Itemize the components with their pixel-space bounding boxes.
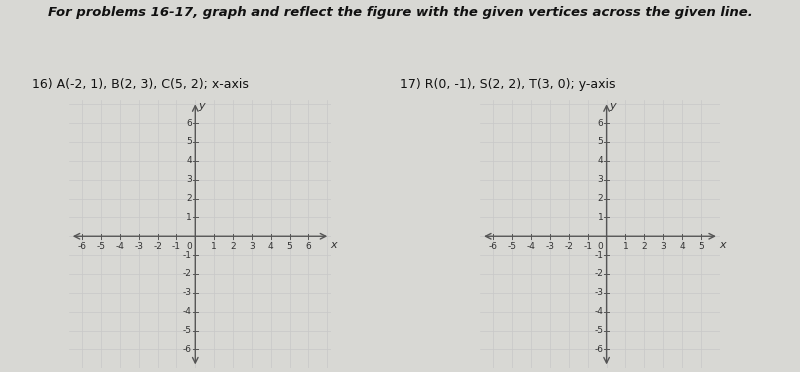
Text: -5: -5 xyxy=(97,241,106,250)
Text: 6: 6 xyxy=(598,119,603,128)
Text: 0: 0 xyxy=(186,241,192,250)
Text: 5: 5 xyxy=(598,137,603,147)
Text: 4: 4 xyxy=(598,156,603,165)
Text: 1: 1 xyxy=(186,213,192,222)
Text: -1: -1 xyxy=(183,251,192,260)
Text: -3: -3 xyxy=(594,288,603,297)
Text: 6: 6 xyxy=(186,119,192,128)
Text: 2: 2 xyxy=(186,194,192,203)
Text: 0: 0 xyxy=(598,241,603,250)
Text: 4: 4 xyxy=(268,241,274,250)
Text: -2: -2 xyxy=(565,241,574,250)
Text: y: y xyxy=(198,102,205,111)
Text: For problems 16-17, graph and reflect the figure with the given vertices across : For problems 16-17, graph and reflect th… xyxy=(48,6,752,19)
Text: -2: -2 xyxy=(183,269,192,279)
Text: -3: -3 xyxy=(134,241,143,250)
Text: -1: -1 xyxy=(172,241,181,250)
Text: 2: 2 xyxy=(598,194,603,203)
Text: -5: -5 xyxy=(594,326,603,335)
Text: 3: 3 xyxy=(660,241,666,250)
Text: -4: -4 xyxy=(183,307,192,316)
Text: x: x xyxy=(330,240,337,250)
Text: -2: -2 xyxy=(153,241,162,250)
Text: 2: 2 xyxy=(642,241,647,250)
Text: 1: 1 xyxy=(598,213,603,222)
Text: 17) R(0, -1), S(2, 2), T(3, 0); y-axis: 17) R(0, -1), S(2, 2), T(3, 0); y-axis xyxy=(400,78,615,91)
Text: -6: -6 xyxy=(594,345,603,354)
Text: -2: -2 xyxy=(594,269,603,279)
Text: -4: -4 xyxy=(594,307,603,316)
Text: -6: -6 xyxy=(78,241,86,250)
Text: -4: -4 xyxy=(526,241,535,250)
Text: 2: 2 xyxy=(230,241,236,250)
Text: -6: -6 xyxy=(183,345,192,354)
Text: 3: 3 xyxy=(186,175,192,184)
Text: 16) A(-2, 1), B(2, 3), C(5, 2); x-axis: 16) A(-2, 1), B(2, 3), C(5, 2); x-axis xyxy=(32,78,249,91)
Text: 4: 4 xyxy=(679,241,685,250)
Text: 3: 3 xyxy=(249,241,254,250)
Text: -1: -1 xyxy=(583,241,592,250)
Text: -5: -5 xyxy=(183,326,192,335)
Text: y: y xyxy=(610,102,616,111)
Text: -3: -3 xyxy=(546,241,554,250)
Text: 1: 1 xyxy=(622,241,628,250)
Text: 5: 5 xyxy=(698,241,704,250)
Text: 4: 4 xyxy=(186,156,192,165)
Text: 6: 6 xyxy=(306,241,311,250)
Text: 5: 5 xyxy=(186,137,192,147)
Text: -1: -1 xyxy=(594,251,603,260)
Text: x: x xyxy=(719,240,726,250)
Text: -5: -5 xyxy=(508,241,517,250)
Text: -4: -4 xyxy=(115,241,124,250)
Text: 5: 5 xyxy=(286,241,293,250)
Text: 3: 3 xyxy=(598,175,603,184)
Text: -3: -3 xyxy=(183,288,192,297)
Text: 1: 1 xyxy=(211,241,217,250)
Text: -6: -6 xyxy=(489,241,498,250)
